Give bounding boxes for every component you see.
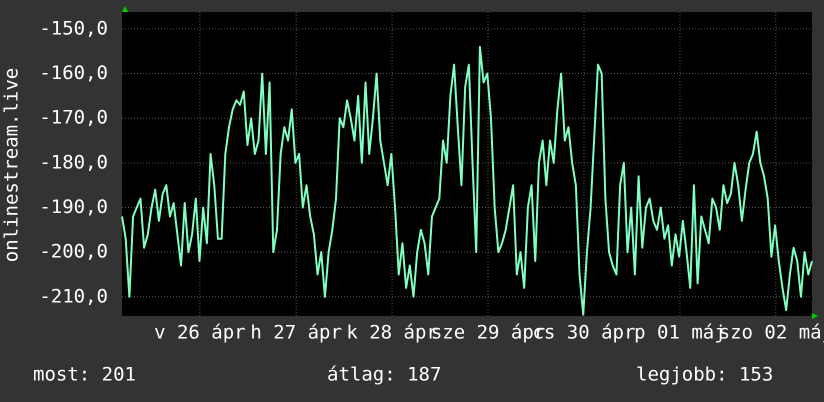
y-tick-label: -180,0 xyxy=(39,151,108,173)
x-tick-label: szo 02 máj xyxy=(719,322,824,344)
x-tick-label: p 01 máj xyxy=(634,322,726,344)
x-tick-label: sze 29 ápr xyxy=(431,322,545,344)
y-tick-label: -160,0 xyxy=(39,62,108,84)
axis-arrow xyxy=(122,6,128,12)
stat-best: legjobb: 153 xyxy=(636,364,773,386)
x-tick-label: v 26 ápr xyxy=(154,322,246,344)
stat-average: átlag: 187 xyxy=(327,364,441,386)
data-line xyxy=(121,45,813,316)
y-tick-label: -200,0 xyxy=(39,241,108,263)
y-axis-label: onlinestream.live xyxy=(1,68,23,262)
axis-arrow xyxy=(812,313,818,319)
x-tick-label: cs 30 ápr xyxy=(532,322,635,344)
x-tick-label: k 28 ápr xyxy=(346,322,438,344)
x-tick-label: h 27 ápr xyxy=(250,322,342,344)
stat-current: most: 201 xyxy=(33,364,136,386)
y-tick-label: -210,0 xyxy=(39,285,108,307)
y-tick-label: -150,0 xyxy=(39,17,108,39)
y-tick-label: -170,0 xyxy=(39,107,108,129)
y-tick-label: -190,0 xyxy=(39,196,108,218)
